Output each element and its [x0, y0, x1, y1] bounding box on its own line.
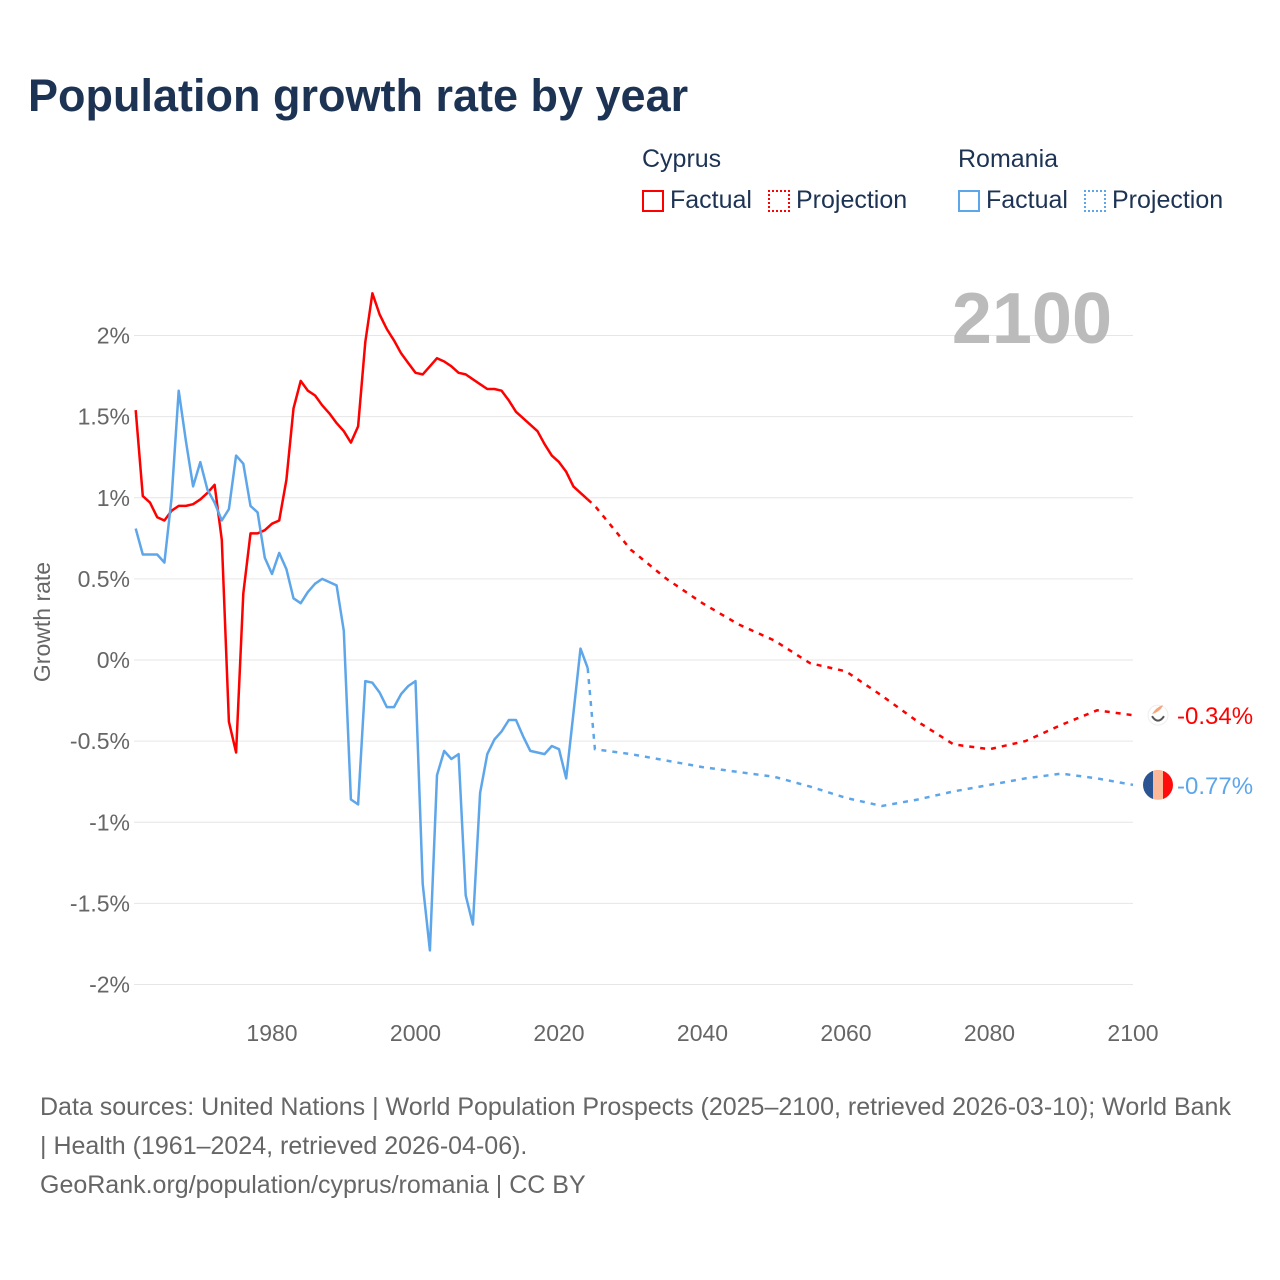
y-tick-label: 0.5% [78, 566, 130, 592]
cyprus-flag-icon [1147, 704, 1169, 726]
chart-title: Population growth rate by year [28, 70, 689, 121]
credit-link[interactable]: GeoRank.org/population/cyprus/romania | … [40, 1171, 586, 1199]
legend-cyprus: Cyprus Factual Projection [642, 145, 907, 215]
y-tick-label: -1% [89, 809, 130, 835]
x-tick-label: 2000 [390, 1020, 441, 1046]
footer: Data sources: United Nations | World Pop… [40, 1088, 1240, 1205]
romania-factual-line [134, 389, 589, 952]
legend-romania: Romania Factual Projection [958, 145, 1223, 215]
legend-label: Projection [795, 186, 908, 214]
legend-label: Factual [986, 186, 1068, 214]
year-indicator: 2100 [952, 279, 1112, 359]
y-axis-label: Growth rate [29, 562, 55, 682]
y-tick-label: 1.5% [78, 404, 130, 430]
x-tick-label: 2080 [964, 1020, 1015, 1046]
x-tick-label: 2060 [820, 1020, 871, 1046]
solid-swatch-icon [642, 189, 664, 212]
legend-cyprus-factual[interactable]: Factual [642, 186, 752, 215]
x-tick-label: 2020 [533, 1020, 584, 1046]
legend-label: Factual [670, 186, 752, 214]
legend-group-label: Cyprus [642, 145, 722, 173]
y-tick-label: 0% [97, 647, 130, 673]
dotted-swatch-icon [1083, 189, 1106, 212]
x-tick-label: 2040 [677, 1020, 728, 1046]
y-tick-label: -1.5% [70, 890, 130, 916]
legend-group-label: Romania [958, 145, 1059, 173]
legend-label: Projection [1111, 186, 1224, 214]
data-sources: Data sources: United Nations | World Pop… [40, 1093, 1231, 1160]
cyprus-end-value-label: -0.34% [1177, 703, 1253, 730]
y-tick-label: 2% [97, 323, 130, 349]
x-tick-label: 1980 [246, 1020, 297, 1046]
romania-flag-icon [1143, 769, 1173, 800]
cyprus-factual-line [134, 292, 589, 754]
y-tick-label: 1% [97, 485, 130, 511]
romania-end-value-label: -0.77% [1177, 773, 1253, 800]
y-tick-label: -2% [89, 972, 130, 998]
legend-romania-factual[interactable]: Factual [958, 186, 1068, 215]
x-tick-label: 2100 [1107, 1020, 1158, 1046]
legend-romania-projection[interactable]: Projection [1083, 186, 1224, 215]
y-tick-label: -0.5% [70, 728, 130, 754]
romania-projection-line [586, 667, 1134, 808]
cyprus-projection-line [586, 498, 1134, 751]
dotted-swatch-icon [767, 189, 790, 212]
legend-cyprus-projection[interactable]: Projection [767, 186, 908, 215]
solid-swatch-icon [958, 189, 980, 212]
